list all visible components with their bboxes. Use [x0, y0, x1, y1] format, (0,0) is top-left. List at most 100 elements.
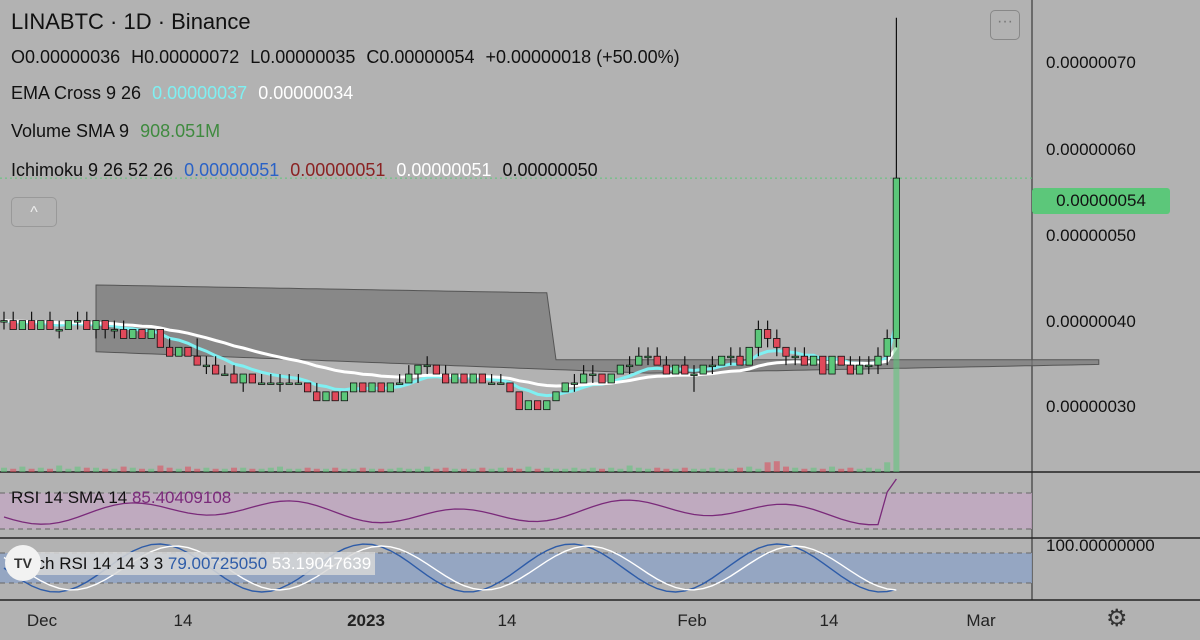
volume-bar: [175, 468, 182, 472]
candle-body: [764, 329, 772, 339]
candle-body: [874, 355, 882, 366]
volume-bar: [534, 468, 541, 472]
rsi-value: 85.40409108: [131, 488, 232, 507]
ichimoku-lead-value: 0.00000050: [502, 160, 598, 180]
volume-bar: [10, 468, 17, 472]
candle-body: [64, 320, 72, 330]
volume-bar: [396, 467, 403, 472]
candle-body: [626, 364, 634, 368]
volume-bar: [461, 468, 467, 472]
candle-body: [745, 346, 753, 366]
candle-body: [294, 382, 303, 385]
candle-body: [331, 391, 339, 402]
stoch-k-value: 79.00725050: [167, 554, 268, 573]
ichimoku-legend[interactable]: Ichimoku 9 26 52 26 0.00000051 0.0000005…: [11, 160, 604, 181]
stoch-d-value: 53.19047639: [271, 554, 372, 573]
ema-fast-value: 0.00000037: [152, 83, 248, 103]
volume-bar: [746, 466, 753, 472]
ema-slow-line: [3, 319, 898, 388]
candle-body: [0, 320, 8, 323]
volume-bar: [65, 468, 72, 472]
candle-body: [55, 329, 63, 332]
ema-legend[interactable]: EMA Cross 9 26 0.00000037 0.00000034: [11, 83, 359, 104]
volume-bar: [516, 468, 523, 472]
candle-body: [395, 382, 404, 385]
candle-body: [607, 373, 615, 384]
volume-bar: [635, 467, 642, 472]
volume-bar: [856, 468, 863, 472]
candle-body: [184, 346, 192, 357]
candle-body: [230, 373, 238, 384]
settings-gear-icon[interactable]: ⚙: [1106, 605, 1128, 632]
candle-body: [524, 400, 533, 411]
candle-body: [561, 382, 569, 393]
volume-bar: [617, 468, 624, 472]
volume-legend[interactable]: Volume SMA 9 908.051M: [11, 121, 226, 142]
volume-bar: [93, 467, 99, 472]
candle-body: [37, 320, 45, 330]
volume-bar: [543, 467, 550, 472]
candle-body: [782, 346, 790, 357]
volume-bar: [681, 467, 688, 472]
tradingview-logo[interactable]: TV: [5, 545, 41, 581]
candle-body: [534, 400, 542, 411]
volume-bar: [185, 466, 191, 472]
volume-bar: [323, 468, 329, 472]
candle-body: [892, 177, 901, 339]
volume-bar: [819, 468, 826, 472]
volume-bar: [1, 467, 7, 472]
volume-bar: [838, 468, 845, 472]
rsi-label: RSI 14 SMA 14: [11, 488, 128, 507]
candle-body: [303, 382, 312, 393]
collapse-legend-button[interactable]: ^: [11, 197, 57, 227]
symbol-title[interactable]: LINABTC · 1D · Binance: [11, 9, 251, 34]
volume-bar: [470, 468, 477, 472]
ichimoku-conversion-value: 0.00000051: [184, 160, 280, 180]
stoch-d-line: [3, 545, 897, 591]
candle-body: [248, 373, 256, 384]
volume-bar: [231, 467, 237, 472]
rsi-legend[interactable]: RSI 14 SMA 14 85.40409108: [11, 488, 231, 508]
volume-bar: [212, 468, 219, 472]
volume-bar: [553, 468, 559, 472]
candle-body: [800, 355, 809, 366]
candle-body: [276, 382, 284, 385]
stoch-k-line: [3, 543, 897, 593]
volume-bar: [19, 466, 26, 472]
candle-body: [589, 373, 597, 376]
candle-body: [469, 373, 477, 384]
volume-bar: [221, 468, 228, 472]
volume-bar: [755, 468, 762, 472]
candle-body: [120, 329, 128, 339]
volume-bar: [120, 466, 127, 472]
volume-bar: [249, 468, 256, 472]
volume-bar: [654, 467, 661, 472]
ichimoku-label: Ichimoku 9 26 52 26: [11, 160, 174, 180]
volume-bar: [737, 467, 743, 472]
volume-bar: [203, 467, 210, 472]
volume-bar: [433, 468, 440, 472]
ohlc-high: H0.00000072: [131, 47, 240, 67]
volume-bar: [313, 468, 320, 472]
rsi-line: [3, 478, 897, 526]
volume-bar: [286, 468, 293, 472]
candle-body: [662, 364, 671, 375]
volume-bar: [111, 468, 118, 472]
candle-body: [432, 364, 441, 375]
stoch-axis-tick: 100.00000000: [1046, 536, 1155, 555]
candle-body: [708, 364, 717, 368]
current-price-tag: 0.00000054: [1032, 188, 1170, 214]
candle-body: [193, 355, 201, 366]
volume-bar: [589, 467, 596, 472]
volume-bar: [525, 466, 532, 472]
volume-bar: [424, 466, 431, 472]
volume-bar: [608, 467, 615, 472]
more-options-button[interactable]: ···: [990, 10, 1020, 40]
candle-body: [405, 373, 413, 384]
volume-bar: [304, 467, 311, 472]
candle-body: [598, 373, 606, 384]
candle-body: [497, 382, 505, 385]
stoch-legend[interactable]: Stoch RSI 14 14 3 3 79.00725050 53.19047…: [11, 552, 376, 575]
candle-body: [257, 382, 266, 385]
